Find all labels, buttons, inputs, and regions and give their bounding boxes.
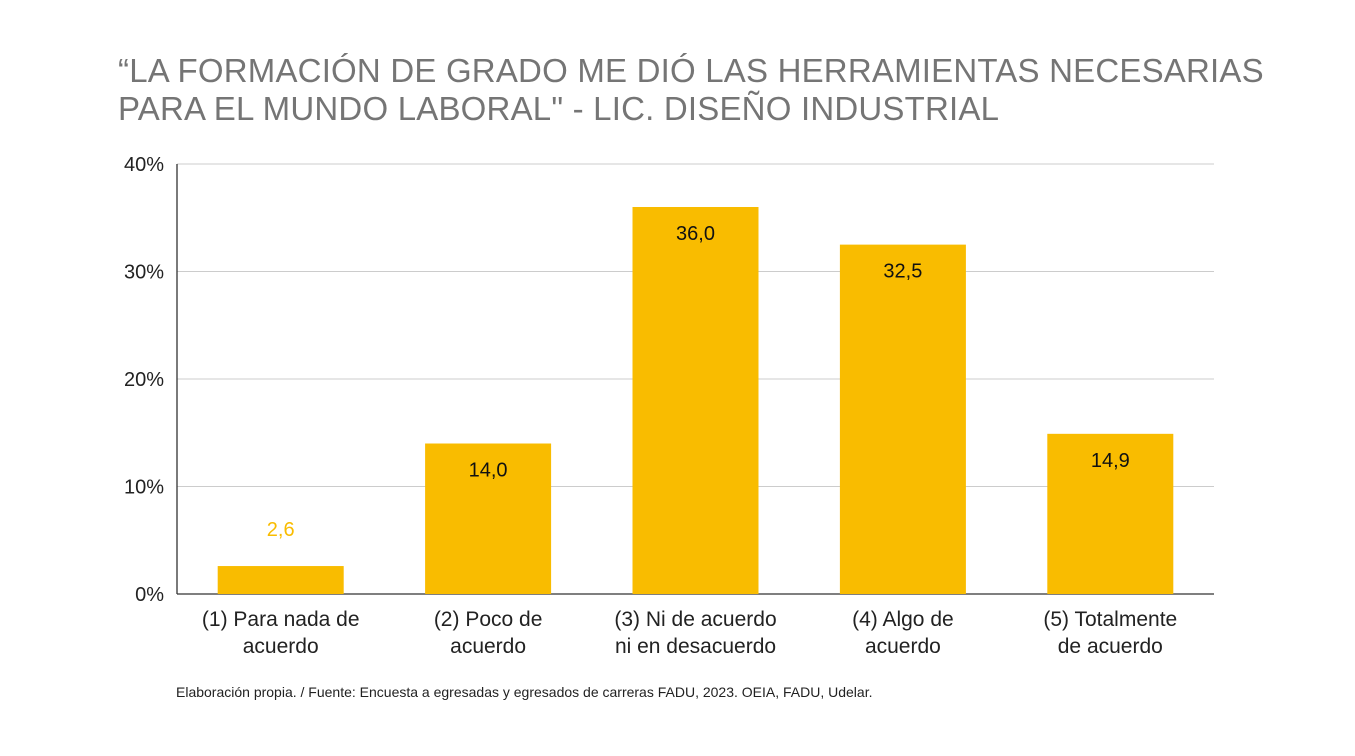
x-tick-label: acuerdo (243, 635, 319, 658)
x-tick-label: (4) Algo de (852, 608, 954, 631)
x-tick-label: de acuerdo (1058, 635, 1163, 658)
y-tick-label: 0% (135, 584, 164, 606)
source-note: Elaboración propia. / Fuente: Encuesta a… (176, 684, 873, 700)
data-label: 32,5 (883, 261, 922, 283)
chart-title-line-2: PARA EL MUNDO LABORAL" - LIC. DISEÑO IND… (118, 90, 1000, 127)
x-tick-label: ni en desacuerdo (615, 635, 776, 658)
bar (632, 207, 759, 594)
chart-title: “LA FORMACIÓN DE GRADO ME DIÓ LAS HERRAM… (118, 52, 1268, 128)
y-tick-label: 20% (124, 369, 164, 391)
x-tick-label: (1) Para nada de (202, 608, 360, 631)
bar (217, 566, 344, 594)
data-label: 14,9 (1091, 450, 1130, 472)
bar (1047, 433, 1174, 594)
x-tick-label: acuerdo (865, 635, 941, 658)
chart-title-line-1: “LA FORMACIÓN DE GRADO ME DIÓ LAS HERRAM… (118, 52, 1264, 89)
x-tick-label: (3) Ni de acuerdo (614, 608, 776, 631)
y-tick-label: 40% (124, 154, 164, 176)
x-tick-label: acuerdo (450, 635, 526, 658)
data-label: 36,0 (676, 223, 715, 245)
data-label: 14,0 (469, 460, 508, 482)
bar (839, 244, 966, 594)
x-tick-label: (2) Poco de (434, 608, 543, 631)
y-tick-label: 10% (124, 477, 164, 499)
data-label: 2,6 (267, 519, 295, 541)
bar (425, 443, 552, 594)
x-tick-label: (5) Totalmente (1043, 608, 1177, 631)
y-tick-label: 30% (124, 262, 164, 284)
